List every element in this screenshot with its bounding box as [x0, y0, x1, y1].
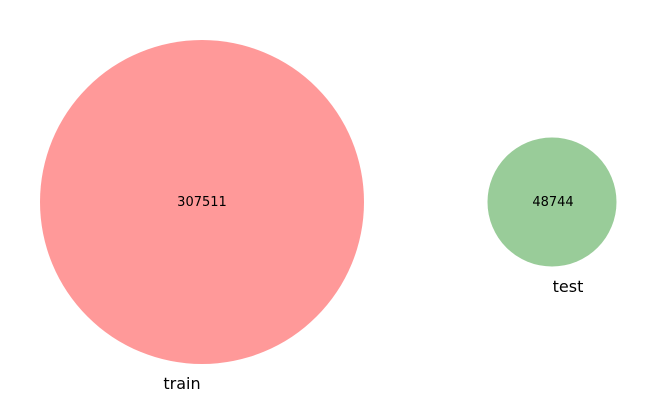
train-set-circle	[40, 40, 364, 364]
train-set-label: train	[163, 374, 200, 393]
test-set-label: test	[553, 277, 584, 296]
train-count-label: 307511	[177, 195, 227, 210]
test-count-label: 48744	[532, 195, 573, 210]
test-set-circle	[487, 137, 617, 267]
